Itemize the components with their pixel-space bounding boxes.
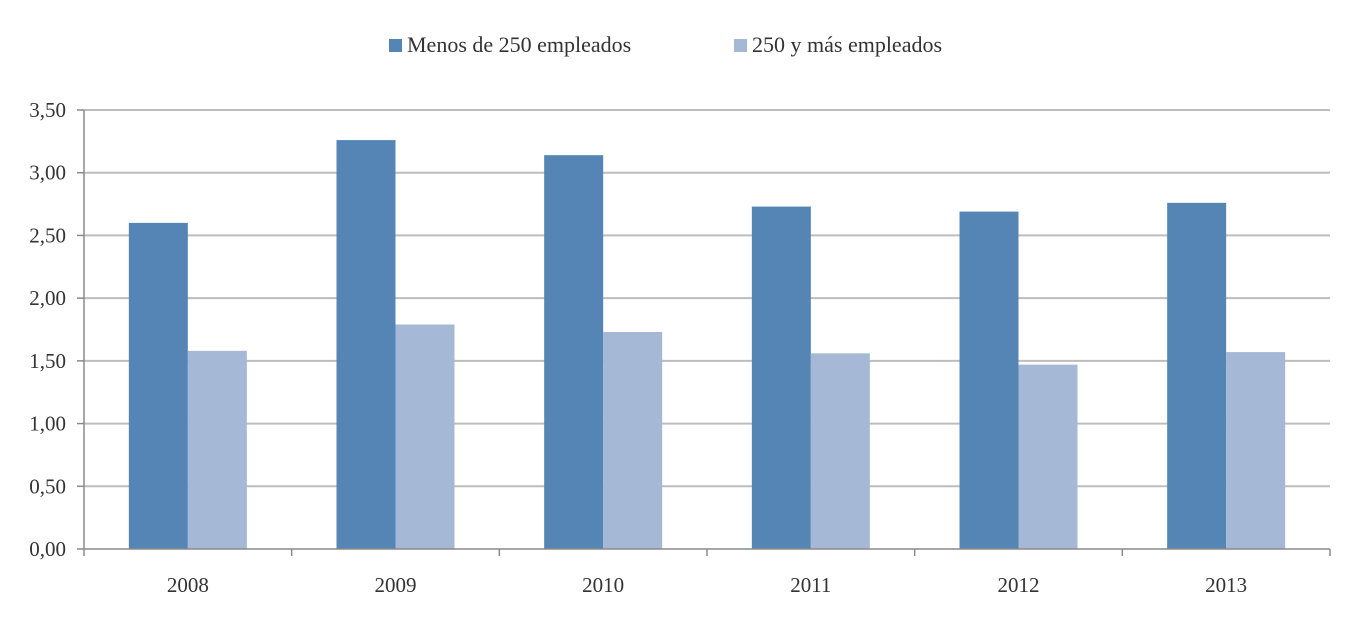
y-tick-label: 0,50 (29, 474, 66, 498)
bar-menos-250-2011 (751, 206, 811, 549)
bar-menos-250-2008 (128, 222, 188, 549)
bar-menos-250-2010 (544, 155, 604, 549)
x-tick-label: 2012 (998, 573, 1040, 597)
y-tick-label: 1,50 (29, 349, 66, 373)
bar-250-y-mas-2010 (603, 332, 663, 549)
y-tick-label: 3,00 (29, 161, 66, 185)
gridlines (84, 109, 1330, 488)
legend-item-250-y-mas-label: 250 y más empleados (752, 32, 942, 57)
legend-item-menos-250-swatch (389, 39, 402, 52)
x-tick-label: 2008 (167, 573, 209, 597)
axes: 0,00 0,50 1,00 1,50 2,00 2,50 3,00 3,50 2008 2009… (29, 98, 1331, 597)
bars (128, 140, 1286, 550)
bar-250-y-mas-2013 (1226, 352, 1286, 549)
bar-250-y-mas-2011 (810, 353, 870, 549)
x-tick-label: 2011 (790, 573, 831, 597)
y-tick-label: 2,00 (29, 286, 66, 310)
bar-menos-250-2012 (959, 211, 1019, 549)
x-tick-label: 2010 (582, 573, 624, 597)
bar-250-y-mas-2012 (1018, 364, 1078, 549)
legend: Menos de 250 empleados 250 y más empleado… (389, 32, 942, 57)
y-tick-label: 0,00 (29, 537, 66, 561)
bar-250-y-mas-2009 (395, 324, 455, 549)
y-tick-label: 2,50 (29, 223, 66, 247)
bar-menos-250-2013 (1167, 202, 1227, 549)
x-tick-label: 2013 (1205, 573, 1247, 597)
bar-250-y-mas-2008 (187, 350, 247, 549)
bar-menos-250-2009 (336, 140, 396, 550)
x-tick-label: 2009 (375, 573, 417, 597)
y-tick-label: 1,00 (29, 412, 66, 436)
y-tick-label: 3,50 (29, 98, 66, 122)
legend-item-250-y-mas-swatch (734, 39, 747, 52)
legend-item-menos-250-label: Menos de 250 empleados (407, 32, 631, 57)
